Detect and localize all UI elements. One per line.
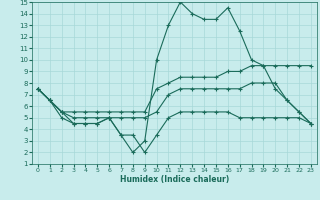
X-axis label: Humidex (Indice chaleur): Humidex (Indice chaleur) <box>120 175 229 184</box>
